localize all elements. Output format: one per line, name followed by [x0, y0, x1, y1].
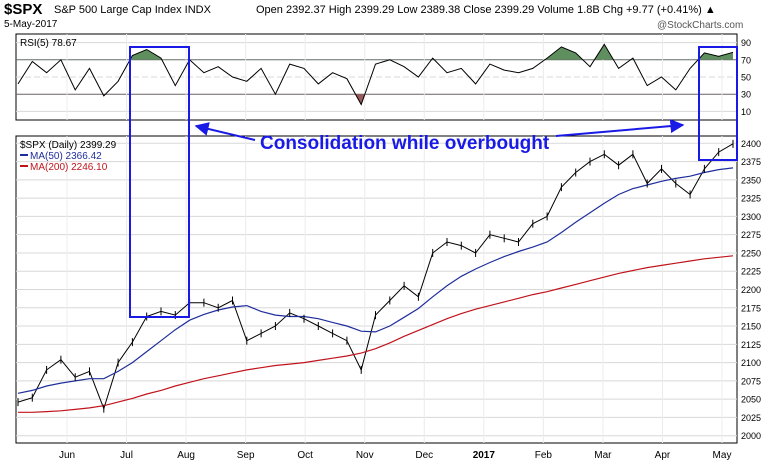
x-tick-label: Oct: [297, 450, 313, 461]
x-tick-label: Mar: [594, 450, 612, 461]
rsi-tick-label: 70: [741, 55, 751, 65]
price-tick-label: 2200: [741, 285, 761, 295]
stockcharts-logo: @StockCharts.com: [657, 20, 744, 31]
legend-spx: $SPX (Daily) 2399.29: [20, 140, 117, 151]
x-tick-label: Jun: [59, 450, 75, 461]
rsi-tick-label: 30: [741, 90, 751, 100]
price-legend: $SPX (Daily) 2399.29 MA(50) 2366.42 MA(2…: [20, 140, 117, 173]
annotation-text: Consolidation while overbought: [260, 133, 550, 154]
x-tick-label: 2017: [473, 450, 496, 461]
price-tick-label: 2000: [741, 431, 761, 441]
price-y-axis: 2000 2025 2050 2075 2100 2125 2150 2175 2200 2225…: [741, 139, 761, 441]
price-tick-label: 2125: [741, 340, 761, 350]
chart-date: 5-May-2017: [4, 19, 58, 30]
price-tick-label: 2250: [741, 248, 761, 258]
annotation-arrow-right: [555, 119, 685, 137]
consolidation-box-july: [129, 46, 190, 318]
price-tick-label: 2050: [741, 395, 761, 405]
x-tick-label: Sep: [237, 450, 255, 461]
consolidation-box-may: [698, 46, 738, 161]
x-tick-label: Jul: [120, 450, 133, 461]
rsi-tick-label: 90: [741, 38, 751, 48]
price-tick-label: 2275: [741, 230, 761, 240]
x-tick-label: Aug: [177, 450, 195, 461]
x-tick-label: Apr: [655, 450, 671, 461]
legend-ma200: MA(200) 2246.10: [30, 162, 108, 173]
price-series: [17, 139, 734, 413]
ohlc-summary: Open 2392.37 High 2399.29 Low 2389.38 Cl…: [256, 4, 716, 16]
chart-subtitle: S&P 500 Large Cap Index INDX: [54, 4, 211, 16]
x-tick-label: Dec: [415, 450, 433, 461]
x-axis: Jun Jul Aug Sep Oct Nov Dec 2017 Feb Mar Apr May: [59, 450, 732, 461]
price-tick-label: 2100: [741, 358, 761, 368]
ma50-line: [17, 167, 734, 394]
legend-ma50: MA(50) 2366.42: [30, 151, 102, 162]
price-tick-label: 2075: [741, 376, 761, 386]
ma200-line: [18, 255, 734, 413]
price-tick-label: 2375: [741, 157, 761, 167]
price-tick-label: 2325: [741, 194, 761, 204]
price-tick-label: 2300: [741, 212, 761, 222]
rsi-y-axis: 10 30 50 70 90: [741, 38, 751, 117]
price-tick-label: 2175: [741, 303, 761, 313]
price-tick-label: 2025: [741, 413, 761, 423]
price-tick-label: 2225: [741, 267, 761, 277]
rsi-tick-label: 50: [741, 73, 751, 83]
price-gridlines: [16, 136, 737, 443]
price-tick-label: 2400: [741, 139, 761, 149]
price-tick-label: 2350: [741, 175, 761, 185]
x-tick-label: Feb: [535, 450, 553, 461]
rsi-line: [17, 43, 734, 106]
x-tick-label: Nov: [356, 450, 374, 461]
x-tick-label: May: [713, 450, 732, 461]
annotation-arrow-left: [194, 122, 256, 141]
chart-ticker: $SPX: [4, 1, 43, 18]
rsi-legend: RSI(5) 78.67: [20, 38, 77, 49]
price-tick-label: 2150: [741, 322, 761, 332]
rsi-tick-label: 10: [741, 107, 751, 117]
